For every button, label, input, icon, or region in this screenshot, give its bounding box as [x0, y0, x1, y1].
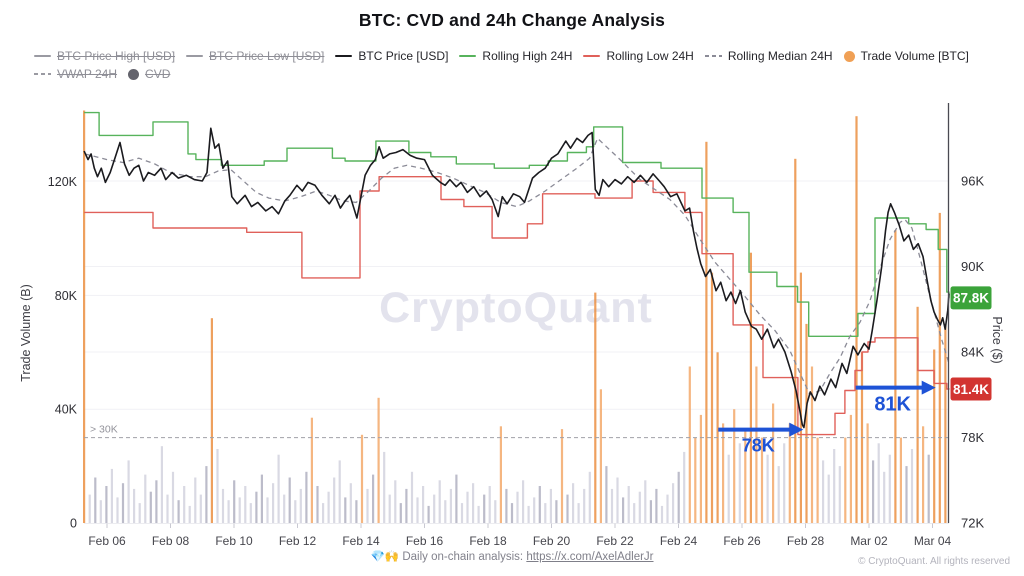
watermark: CryptoQuant	[379, 284, 653, 332]
legend-item-rolling-median-24h[interactable]: Rolling Median 24H	[704, 49, 833, 63]
annotation-78k: 78K	[718, 422, 804, 456]
threshold-label: > 30K	[90, 424, 118, 436]
dashed-marker-icon	[34, 72, 51, 76]
svg-text:Feb 24: Feb 24	[660, 534, 698, 548]
svg-text:Feb 16: Feb 16	[406, 534, 444, 548]
footer-note: 💎🙌 Daily on-chain analysis: https://x.co…	[0, 549, 1024, 563]
svg-text:Feb 22: Feb 22	[596, 534, 634, 548]
footer-text: 💎🙌 Daily on-chain analysis:	[370, 551, 527, 563]
rolling-low-line	[84, 176, 950, 436]
svg-text:Feb 26: Feb 26	[723, 534, 761, 548]
svg-text:0: 0	[70, 517, 77, 531]
annotation-81k: 81K	[855, 380, 936, 416]
volume-bars	[83, 110, 947, 524]
price-tag-81-4k: 81.4K	[950, 377, 992, 401]
x-axis-ticks: Feb 06 Feb 08 Feb 10 Feb 12 Feb 14 Feb 16 Feb …	[88, 523, 952, 548]
chart-legend: BTC Price High [USD] BTC Price Low [USD] B…	[34, 49, 1009, 81]
legend-item-label: Rolling Median 24H	[727, 49, 833, 63]
legend-item-vwap-24h[interactable]: VWAP 24H	[34, 67, 117, 81]
svg-text:Mar 02: Mar 02	[850, 534, 888, 548]
legend-item-rolling-high-24h[interactable]: Rolling High 24H	[459, 49, 572, 63]
line-marker-icon	[583, 54, 601, 58]
svg-text:Feb 20: Feb 20	[533, 534, 571, 548]
legend-item-btc-price-high-usd[interactable]: BTC Price High [USD]	[34, 49, 175, 63]
page-title: BTC: CVD and 24h Change Analysis	[358, 10, 666, 30]
legend-item-rolling-low-24h[interactable]: Rolling Low 24H	[583, 49, 694, 63]
legend-item-label: BTC Price Low [USD]	[209, 49, 325, 63]
legend-item-label: CVD	[145, 67, 171, 81]
legend-item-cvd[interactable]: CVD	[128, 67, 170, 81]
legend-item-btc-price-low-usd[interactable]: BTC Price Low [USD]	[186, 49, 324, 63]
price-axis-ticks: 72K 78K 84K 90K 96K	[961, 174, 984, 531]
rolling-high-line	[84, 111, 950, 337]
volume-axis-ticks: 0 40K 80K 120K	[48, 175, 78, 530]
circle-marker-icon	[128, 68, 140, 80]
svg-text:78K: 78K	[961, 430, 984, 445]
svg-text:120K: 120K	[48, 175, 78, 189]
gridlines	[84, 180, 949, 524]
dashed-marker-icon	[704, 54, 722, 58]
line-marker-icon	[34, 54, 51, 58]
legend-item-label: Trade Volume [BTC]	[860, 49, 969, 63]
price-tag-87-8k: 87.8K	[950, 286, 992, 310]
svg-text:84K: 84K	[961, 345, 984, 360]
legend-item-label: Rolling High 24H	[482, 49, 573, 63]
svg-text:Feb 28: Feb 28	[787, 534, 825, 548]
legend-item-label: VWAP 24H	[57, 67, 118, 81]
svg-text:81K: 81K	[874, 394, 911, 416]
legend-item-label: BTC Price High [USD]	[57, 49, 176, 63]
svg-text:87.8K: 87.8K	[953, 291, 989, 306]
line-marker-icon	[335, 54, 353, 58]
svg-text:96K: 96K	[961, 174, 984, 189]
btc-price-line	[83, 127, 950, 429]
legend-row-1: BTC Price High [USD] BTC Price Low [USD] B…	[34, 49, 1009, 63]
svg-text:Feb 10: Feb 10	[215, 534, 253, 548]
legend-item-label: Rolling Low 24H	[606, 49, 694, 63]
svg-text:78K: 78K	[742, 436, 775, 456]
svg-text:Mar 04: Mar 04	[914, 534, 952, 548]
svg-text:72K: 72K	[961, 516, 984, 531]
legend-row-2: VWAP 24H CVD	[34, 67, 1009, 81]
line-marker-icon	[459, 54, 477, 58]
svg-text:Feb 12: Feb 12	[279, 534, 317, 548]
legend-item-btc-price-usd[interactable]: BTC Price [USD]	[335, 49, 448, 63]
price-axis-title: Price ($)	[990, 316, 1004, 363]
svg-text:80K: 80K	[55, 289, 78, 303]
legend-item-label: BTC Price [USD]	[358, 49, 449, 63]
svg-text:Feb 08: Feb 08	[152, 534, 190, 548]
svg-text:90K: 90K	[961, 259, 984, 274]
svg-text:Feb 14: Feb 14	[342, 534, 380, 548]
svg-text:81.4K: 81.4K	[953, 382, 989, 397]
svg-text:40K: 40K	[55, 403, 78, 417]
footer-link[interactable]: https://x.com/AxelAdlerJr	[526, 551, 654, 563]
copyright-note: © CryptoQuant. All rights reserved	[858, 556, 1010, 567]
legend-item-trade-volume-btc[interactable]: Trade Volume [BTC]	[843, 49, 969, 63]
volume-axis-title: Trade Volume (B)	[19, 284, 33, 382]
circle-marker-icon	[843, 50, 855, 62]
line-marker-icon	[186, 54, 204, 58]
svg-text:Feb 06: Feb 06	[88, 534, 126, 548]
svg-text:Feb 18: Feb 18	[469, 534, 507, 548]
